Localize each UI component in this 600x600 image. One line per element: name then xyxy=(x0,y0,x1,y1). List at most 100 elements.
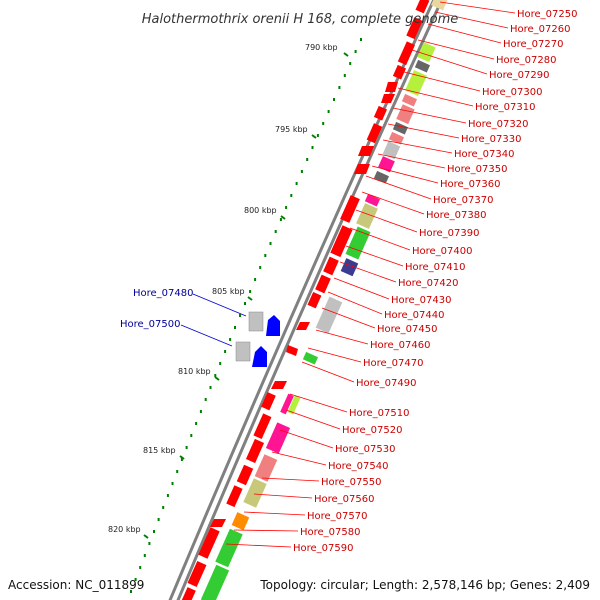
scale-dot xyxy=(300,170,303,173)
forward-gene-arrow xyxy=(296,322,310,330)
gene-label[interactable]: Hore_07430 xyxy=(391,295,452,306)
gene-label[interactable]: Hore_07370 xyxy=(433,195,494,206)
forward-gene-arrow xyxy=(181,587,196,600)
scale-dot xyxy=(180,458,183,461)
cog-box xyxy=(287,395,301,415)
cog-box xyxy=(280,393,294,415)
forward-gene-arrow xyxy=(330,225,353,258)
gene-label[interactable]: Hore_07300 xyxy=(482,87,543,98)
leader-line xyxy=(180,324,233,347)
gene-label[interactable]: Hore_07470 xyxy=(363,358,424,369)
gene-label[interactable]: Hore_07510 xyxy=(349,408,410,419)
gene-label[interactable]: Hore_07400 xyxy=(412,246,473,257)
scale-dot xyxy=(214,374,217,377)
cog-box xyxy=(356,203,378,229)
gene-label[interactable]: Hore_07460 xyxy=(370,340,431,351)
forward-gene-arrow xyxy=(271,381,287,389)
leader-line xyxy=(382,139,453,154)
gene-label[interactable]: Hore_07280 xyxy=(496,55,557,66)
cog-box xyxy=(388,131,405,145)
forward-gene-arrow xyxy=(323,256,339,276)
cog-box xyxy=(231,512,250,531)
reverse-leader-lines xyxy=(180,293,247,347)
gene-label[interactable]: Hore_07320 xyxy=(468,119,529,130)
gene-label[interactable]: Hore_07330 xyxy=(461,134,522,145)
gene-label[interactable]: Hore_07500 xyxy=(120,319,181,330)
gene-label[interactable]: Hore_07540 xyxy=(328,461,389,472)
kbp-label: 815 kbp xyxy=(143,446,176,455)
forward-gene-arrow xyxy=(392,64,407,80)
gene-label[interactable]: Hore_07360 xyxy=(440,179,501,190)
gene-label[interactable]: Hore_07450 xyxy=(377,324,438,335)
gene-label[interactable]: Hore_07410 xyxy=(405,262,466,273)
gene-label[interactable]: Hore_07550 xyxy=(321,477,382,488)
forward-gene-arrow xyxy=(358,146,374,156)
forward-gene-arrow xyxy=(385,82,398,92)
gene-label[interactable]: Hore_07290 xyxy=(489,70,550,81)
gene-label[interactable]: Hore_07570 xyxy=(307,511,368,522)
forward-gene-arrow xyxy=(397,41,416,66)
scale-dot xyxy=(134,578,137,581)
major-tick xyxy=(143,534,149,539)
scale-dot xyxy=(199,410,202,413)
gene-label[interactable]: Hore_07340 xyxy=(454,149,515,160)
scale-dot xyxy=(279,218,282,221)
major-tick xyxy=(311,134,317,139)
gene-label[interactable]: Hore_07520 xyxy=(342,425,403,436)
gene-label[interactable]: Hore_07250 xyxy=(517,9,578,20)
leader-line xyxy=(439,1,516,14)
gene-label[interactable]: Hore_07350 xyxy=(447,164,508,175)
scale-dot xyxy=(259,266,262,269)
scale-dot xyxy=(229,338,232,341)
scale-dot xyxy=(322,122,325,125)
leader-line xyxy=(377,153,446,169)
gene-label[interactable]: Hore_07380 xyxy=(426,210,487,221)
scale-dot xyxy=(306,158,309,161)
leader-line xyxy=(403,71,481,92)
leader-line xyxy=(387,123,460,139)
gene-label[interactable]: Hore_07560 xyxy=(314,494,375,505)
gene-label[interactable]: Hore_07420 xyxy=(398,278,459,289)
leader-line xyxy=(417,39,495,60)
scale-dot xyxy=(195,422,198,425)
cog-box xyxy=(200,564,230,600)
leader-line xyxy=(355,209,418,233)
leader-line xyxy=(397,87,474,107)
leader-line xyxy=(365,175,432,200)
leader-line xyxy=(345,245,404,267)
genome-title: Halothermothrix orenii H 168, complete g… xyxy=(142,12,459,27)
leader-line xyxy=(392,107,467,124)
leader-line xyxy=(333,277,390,300)
forward-gene-arrow xyxy=(415,0,430,14)
gene-label[interactable]: Hore_07490 xyxy=(356,378,417,389)
scale-dot xyxy=(360,38,362,41)
forward-gene-arrow xyxy=(198,527,220,559)
cog-box xyxy=(345,226,371,260)
reverse-strand-features xyxy=(235,311,280,367)
scale-dot xyxy=(162,506,165,509)
major-tick xyxy=(214,376,220,381)
scale-dot xyxy=(254,278,257,281)
major-tick xyxy=(343,52,349,57)
forward-gene-arrow xyxy=(307,291,322,309)
gene-label[interactable]: Hore_07580 xyxy=(300,527,361,538)
gene-label[interactable]: Hore_07270 xyxy=(503,39,564,50)
gene-label[interactable]: Hore_07260 xyxy=(510,24,571,35)
major-ticks xyxy=(143,52,349,539)
gene-label[interactable]: Hore_07310 xyxy=(475,102,536,113)
scale-dot xyxy=(354,50,357,53)
gene-label[interactable]: Hore_07440 xyxy=(384,310,445,321)
forward-leader-lines xyxy=(225,1,516,548)
scale-dot xyxy=(269,242,272,245)
scale-dot xyxy=(349,62,352,65)
cog-box xyxy=(392,121,409,135)
leader-line xyxy=(261,477,320,482)
forward-gene-arrow xyxy=(187,561,207,587)
leader-line xyxy=(225,543,292,548)
gene-label[interactable]: Hore_07530 xyxy=(335,444,396,455)
gene-label[interactable]: Hore_07390 xyxy=(419,228,480,239)
gene-label[interactable]: Hore_07590 xyxy=(293,543,354,554)
leader-line xyxy=(192,293,247,317)
gene-label[interactable]: Hore_07480 xyxy=(133,288,194,299)
leader-line xyxy=(253,493,313,499)
